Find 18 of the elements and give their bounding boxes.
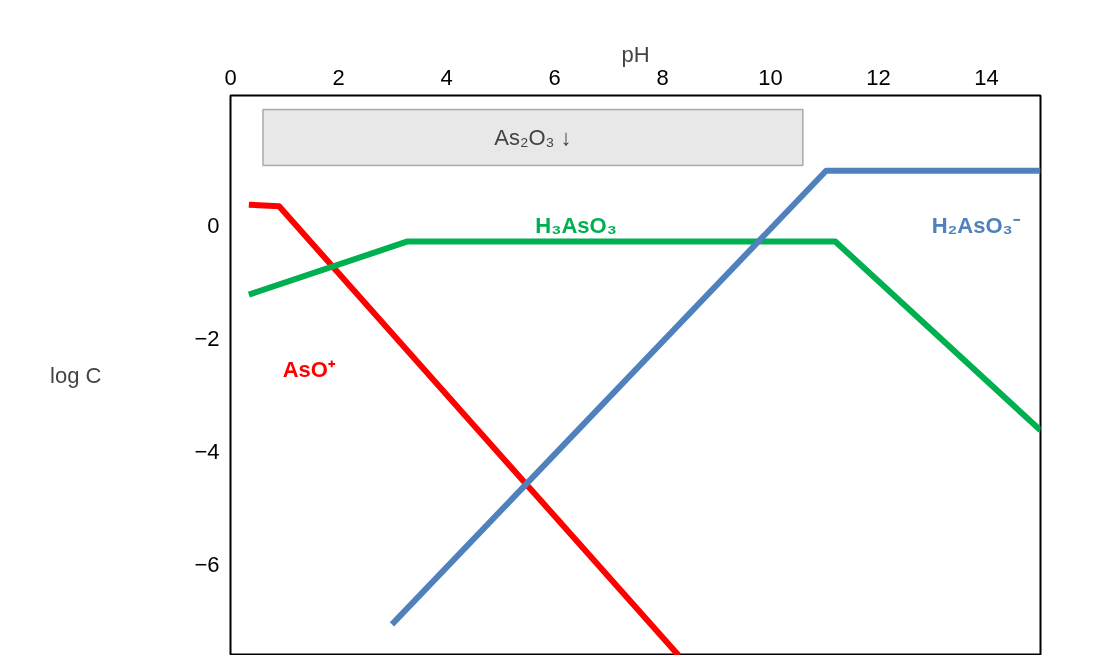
y-tick-label: −2: [194, 326, 220, 352]
y-tick-label: −4: [194, 439, 220, 465]
band-label: As₂O₃ ↓: [494, 125, 572, 150]
y-tick-label: −6: [194, 552, 220, 578]
y-tick-label: 0: [207, 213, 220, 239]
x-tick-label: 2: [332, 64, 345, 90]
x-axis-title: pH: [621, 41, 650, 67]
x-tick-label: 6: [548, 64, 561, 90]
series-label: H₂AsO₃⁻: [931, 213, 1021, 239]
series-label: H₃AsO₃: [535, 213, 617, 239]
x-tick-label: 4: [440, 64, 453, 90]
x-tick-label: 0: [224, 64, 237, 90]
x-tick-label: 14: [974, 64, 999, 90]
x-tick-label: 12: [866, 64, 891, 90]
x-tick-label: 10: [758, 64, 783, 90]
text: AsO⁺: [282, 357, 336, 383]
y-axis-title: log C: [50, 363, 102, 388]
x-tick-label: 8: [656, 64, 669, 90]
